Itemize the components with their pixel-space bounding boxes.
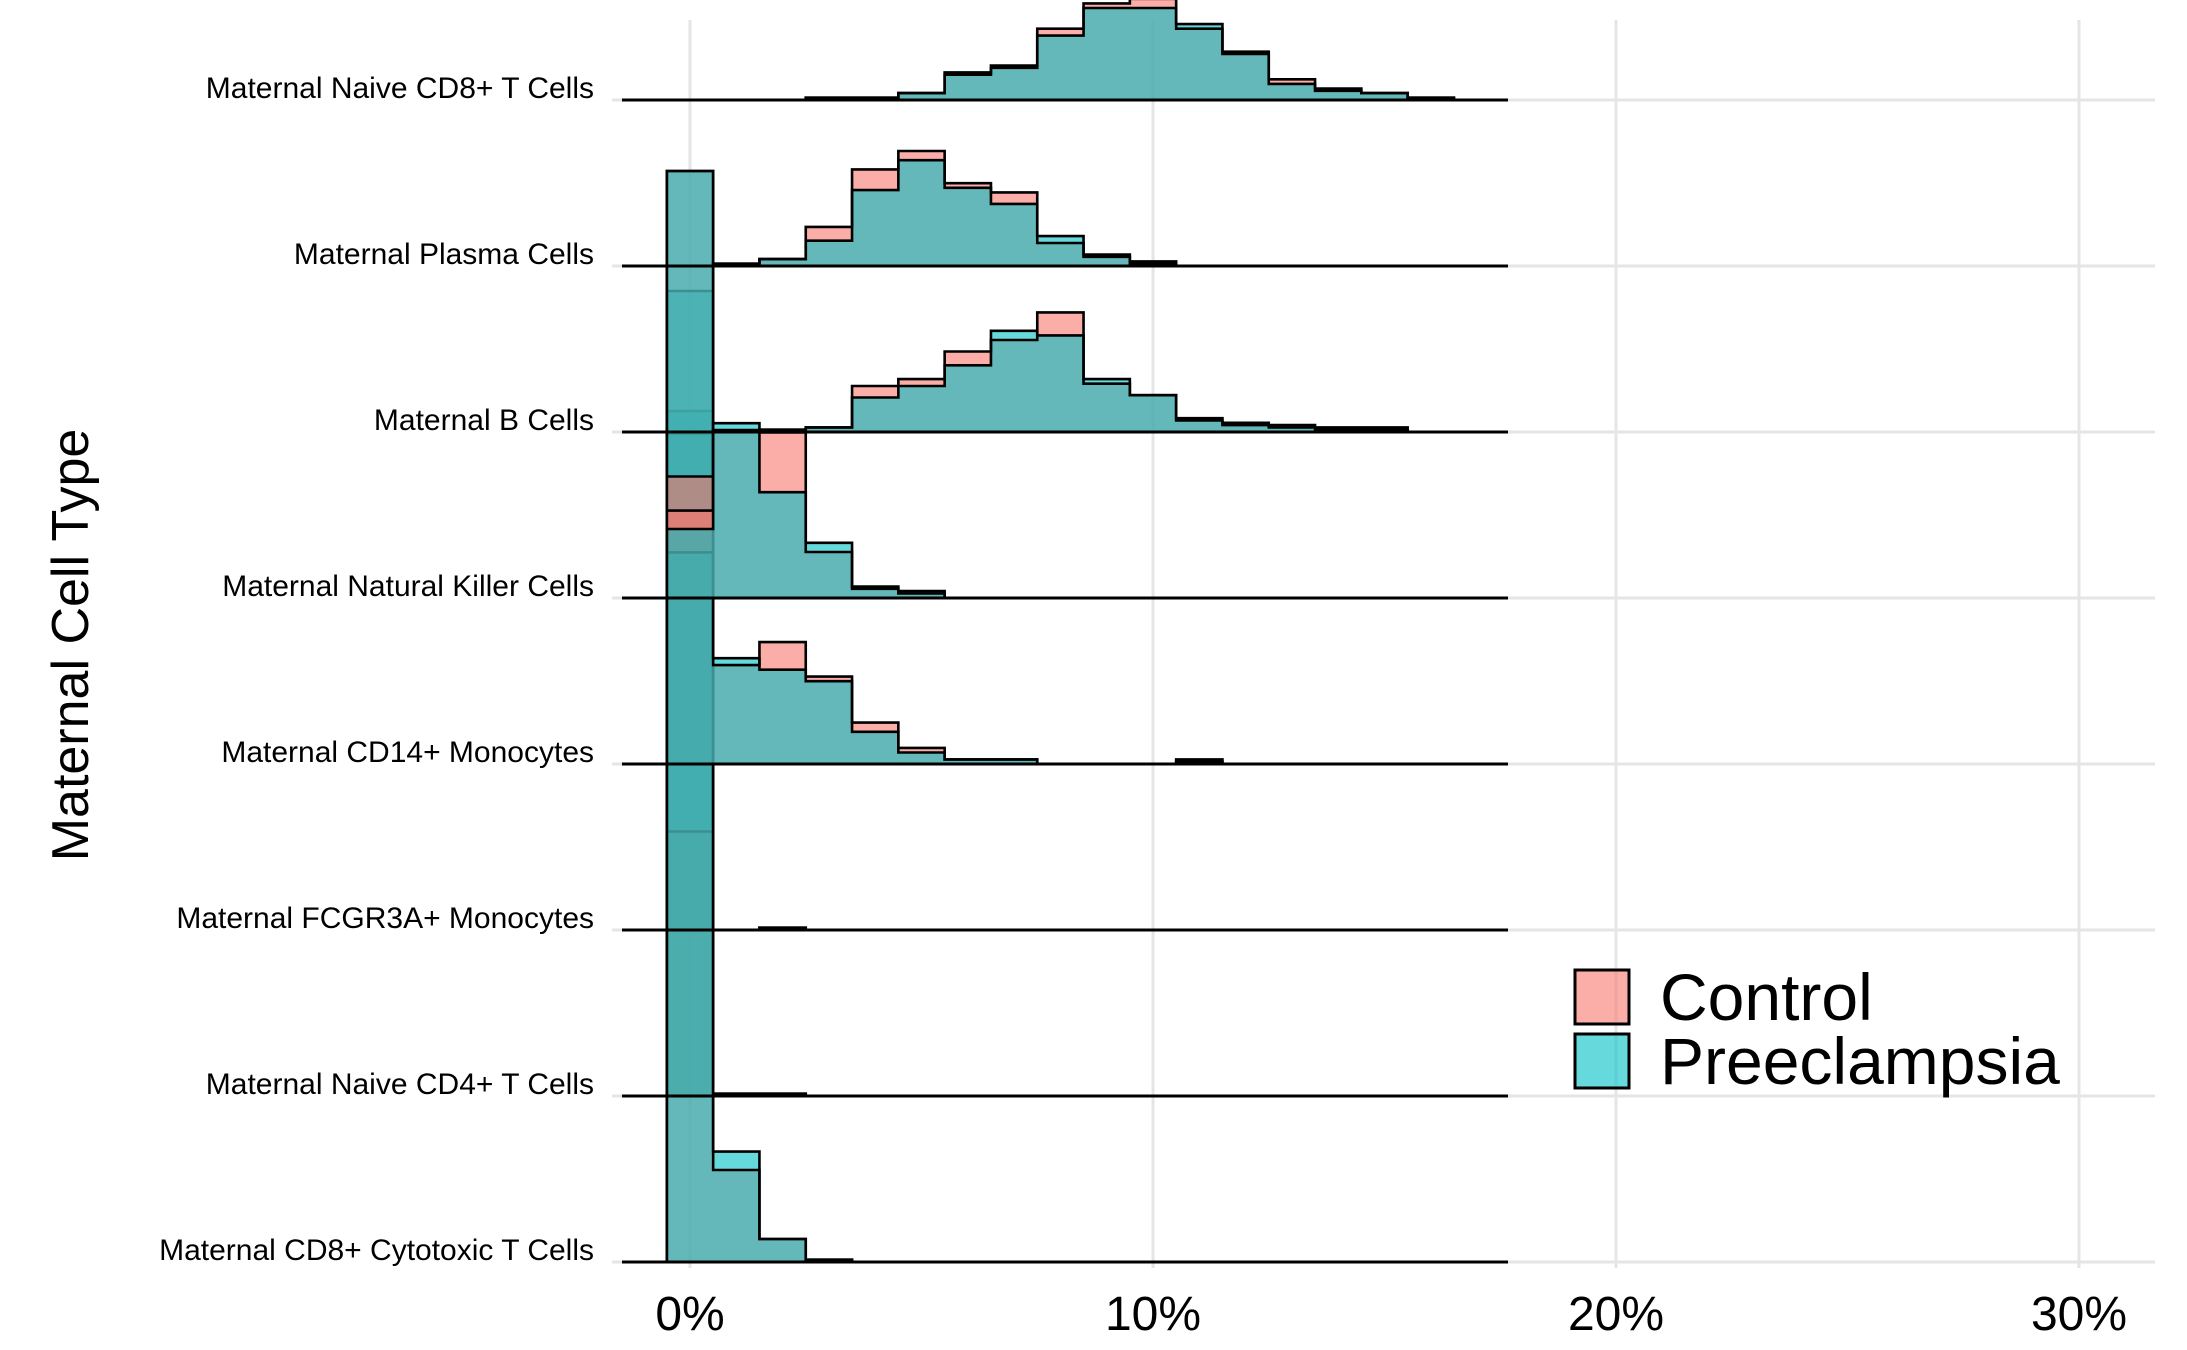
histogram-control-row-1 bbox=[666, 831, 1501, 1096]
ridge-row-6 bbox=[666, 149, 1501, 268]
ridge-row-4 bbox=[665, 421, 1501, 600]
legend: Control Preeclampsia bbox=[1573, 960, 2060, 1098]
ridge-row-7 bbox=[666, 0, 1501, 102]
ridge-row-5 bbox=[666, 311, 1501, 434]
legend-swatch-control bbox=[1573, 968, 1631, 1026]
x-tick-label: 10% bbox=[1105, 1288, 1201, 1341]
y-tick-label: Maternal Naive CD8+ T Cells bbox=[206, 72, 594, 105]
x-tick-label: 0% bbox=[655, 1288, 724, 1341]
y-tick-label: Maternal Naive CD4+ T Cells bbox=[206, 1068, 594, 1101]
legend-label-control: Control bbox=[1660, 960, 1873, 1034]
histogram-layer bbox=[665, 0, 1501, 1264]
y-axis-title: Maternal Cell Type bbox=[42, 429, 100, 862]
x-tick-label: 30% bbox=[2031, 1288, 2127, 1341]
x-tick-label: 20% bbox=[1568, 1288, 1664, 1341]
legend-label-preeclampsia: Preeclampsia bbox=[1660, 1024, 2060, 1098]
legend-swatch-preeclampsia bbox=[1573, 1032, 1631, 1090]
histogram-preeclampsia-row-0 bbox=[666, 411, 1501, 1262]
histogram-preeclampsia-row-6 bbox=[666, 160, 1501, 266]
y-tick-label: Maternal FCGR3A+ Monocytes bbox=[176, 902, 594, 935]
histogram-outline-preeclampsia-row-7 bbox=[666, 6, 1501, 102]
y-tick-label: Maternal CD14+ Monocytes bbox=[221, 736, 594, 769]
y-tick-label: Maternal CD8+ Cytotoxic T Cells bbox=[159, 1234, 594, 1267]
histogram-outline-preeclampsia-row-5 bbox=[666, 329, 1501, 434]
y-tick-label: Maternal Natural Killer Cells bbox=[222, 570, 594, 603]
histogram-preeclampsia-row-7 bbox=[666, 8, 1501, 100]
y-tick-label: Maternal Plasma Cells bbox=[294, 238, 594, 271]
baseline-layer bbox=[622, 98, 1508, 1264]
histogram-outline-preeclampsia-row-6 bbox=[666, 158, 1501, 268]
histogram-preeclampsia-row-3 bbox=[666, 552, 1501, 764]
y-tick-label: Maternal B Cells bbox=[374, 404, 594, 437]
y-tick-labels: Maternal CD8+ Cytotoxic T Cells Maternal … bbox=[159, 72, 594, 1267]
histogram-preeclampsia-row-4 bbox=[666, 423, 1501, 598]
x-tick-labels: 0% 10% 20% 30% bbox=[655, 1288, 2127, 1341]
histogram-outline-control-row-1 bbox=[665, 830, 1501, 1098]
